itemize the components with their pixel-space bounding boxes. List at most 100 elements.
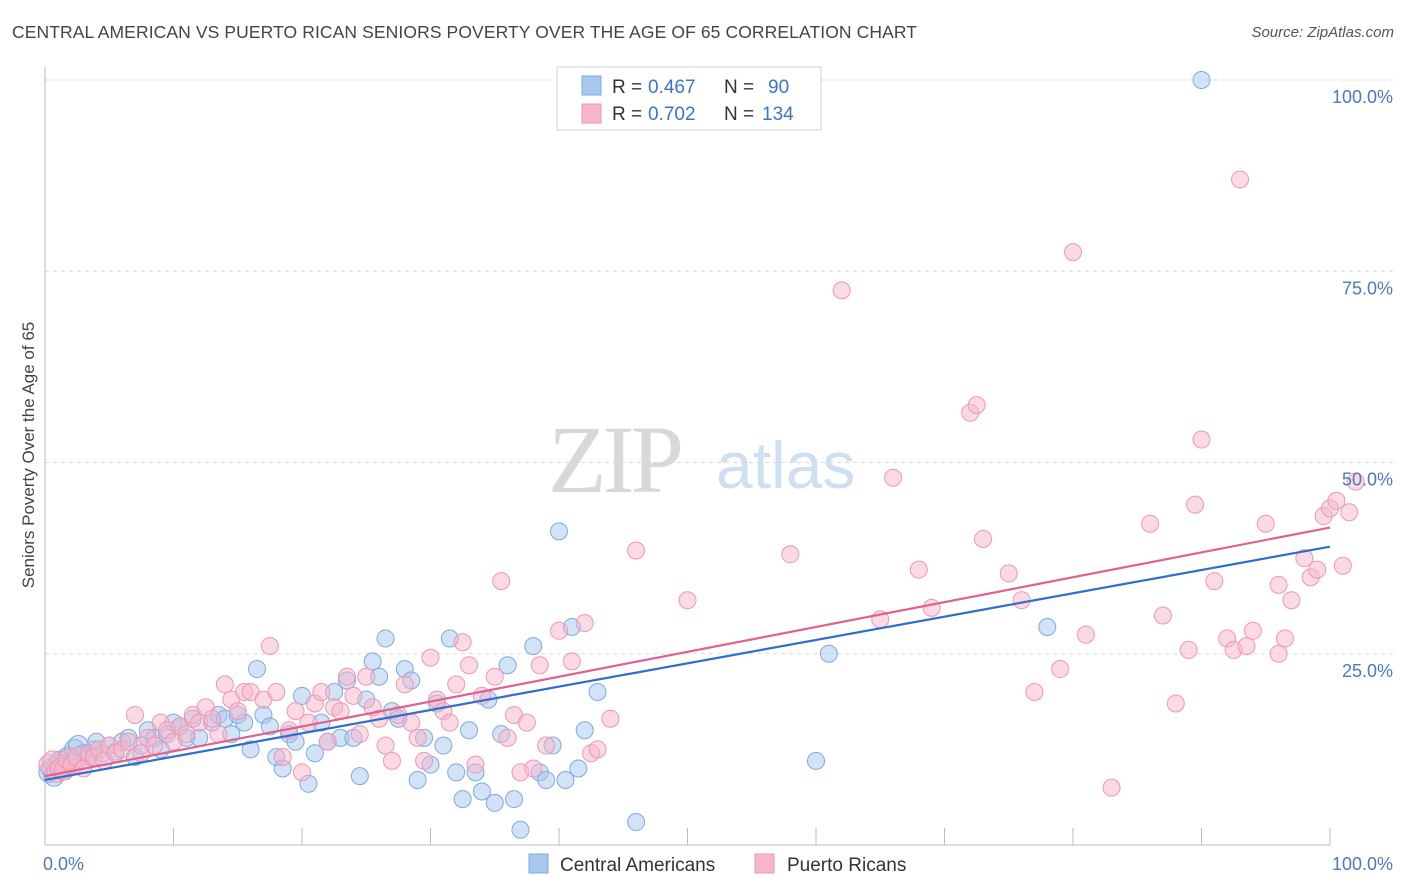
puerto-rican-point	[678, 591, 697, 610]
y-tick-label: 75.0%	[1342, 278, 1393, 298]
puerto-rican-point	[832, 281, 851, 300]
legend-n-value-blue: 90	[768, 77, 789, 98]
puerto-rican-point	[382, 751, 401, 770]
y-tick-label: 25.0%	[1342, 661, 1393, 681]
puerto-rican-point	[447, 675, 466, 694]
puerto-rican-point	[550, 621, 568, 640]
legend-r-label-blue: R =	[612, 77, 642, 98]
puerto-rican-point	[1256, 514, 1275, 533]
puerto-rican-point	[286, 702, 305, 721]
trend-line-puerto-ricans	[44, 526, 1331, 778]
legend-r-value-pink: 0.702	[648, 104, 696, 125]
puerto-rican-point	[460, 656, 479, 675]
puerto-rican-point	[1064, 243, 1082, 262]
bottom-legend-swatch-pink	[754, 853, 775, 874]
x-axis-ticks	[44, 828, 1331, 845]
central-american-point	[434, 736, 453, 755]
puerto-rican-point	[524, 759, 543, 778]
central-american-point	[505, 790, 524, 809]
central-american-point	[376, 629, 395, 648]
puerto-rican-point	[1186, 495, 1205, 514]
puerto-rican-point	[203, 709, 222, 728]
puerto-rican-point	[337, 667, 356, 686]
puerto-rican-point	[421, 648, 440, 667]
puerto-rican-point	[492, 572, 511, 591]
puerto-rican-point	[145, 736, 164, 755]
puerto-rican-point	[376, 736, 395, 755]
central-american-point	[524, 637, 543, 656]
puerto-rican-point	[312, 683, 331, 701]
legend-r-value-blue: 0.467	[648, 77, 696, 98]
y-axis-title: Seniors Poverty Over the Age of 65	[19, 322, 38, 588]
puerto-rican-point	[1102, 778, 1121, 797]
puerto-rican-point	[125, 705, 144, 724]
puerto-rican-point	[1282, 591, 1301, 610]
puerto-rican-point	[1333, 556, 1352, 575]
x-tick-label-max: 100.0%	[1332, 854, 1393, 874]
puerto-rican-point	[402, 713, 421, 732]
central-american-point	[350, 767, 369, 786]
legend-n-label-blue: N =	[724, 77, 754, 98]
puerto-rican-point	[1346, 472, 1365, 491]
puerto-rican-point	[1243, 621, 1262, 640]
source-label: Source: ZipAtlas.com	[1251, 24, 1394, 41]
puerto-rican-point	[1340, 503, 1359, 522]
puerto-rican-point	[1269, 644, 1288, 663]
puerto-rican-point	[177, 725, 196, 744]
puerto-rican-point	[209, 725, 228, 744]
puerto-rican-point	[1269, 575, 1288, 594]
puerto-rican-point	[1166, 694, 1185, 713]
puerto-rican-point	[273, 748, 292, 767]
puerto-rican-point	[601, 709, 620, 728]
puerto-rican-point	[974, 530, 993, 548]
central-american-point	[241, 740, 260, 759]
puerto-rican-point	[260, 637, 279, 656]
legend-n-label-pink: N =	[724, 104, 754, 125]
puerto-rican-point	[466, 755, 485, 774]
puerto-rican-point	[537, 736, 556, 755]
puerto-rican-point	[293, 763, 311, 782]
central-american-point	[453, 790, 472, 809]
central-american-point	[819, 644, 838, 663]
puerto-rican-point	[318, 732, 337, 751]
puerto-rican-point	[922, 598, 941, 617]
puerto-rican-point	[453, 633, 472, 652]
puerto-rican-point	[228, 702, 247, 721]
gridlines	[45, 79, 1393, 655]
puerto-rican-point	[299, 713, 318, 732]
puerto-rican-point	[440, 713, 459, 732]
watermark-atlas: atlas	[716, 428, 855, 502]
puerto-rican-point	[562, 652, 581, 671]
puerto-rican-point	[1012, 591, 1031, 610]
puerto-rican-point	[967, 396, 986, 415]
central-american-point	[1038, 617, 1057, 636]
central-american-point	[447, 763, 466, 782]
puerto-rican-point	[1308, 560, 1327, 579]
puerto-rican-point	[1237, 637, 1256, 656]
y-tick-label: 50.0%	[1342, 470, 1393, 490]
legend-box: R = 0.467 N = 90 R = 0.702 N = 134	[556, 66, 822, 131]
puerto-rican-point	[408, 728, 427, 747]
puerto-rican-point	[1141, 514, 1160, 533]
puerto-rican-point	[215, 675, 234, 694]
puerto-rican-point	[781, 545, 800, 564]
puerto-rican-point	[517, 713, 536, 732]
legend-r-label-pink: R =	[612, 104, 642, 125]
puerto-rican-point	[1153, 606, 1172, 625]
puerto-rican-point	[627, 541, 646, 560]
watermark-zip: ZIP	[548, 406, 681, 513]
central-american-point	[588, 683, 607, 701]
puerto-rican-point	[909, 560, 928, 579]
x-tick-label-min: 0.0%	[43, 854, 84, 874]
puerto-rican-point	[344, 686, 363, 705]
central-american-point	[807, 751, 825, 770]
series-puerto-ricans	[38, 170, 1365, 797]
puerto-rican-point	[1295, 549, 1314, 568]
puerto-rican-point	[267, 683, 286, 701]
puerto-rican-point	[1276, 629, 1295, 648]
puerto-rican-point	[498, 728, 517, 747]
puerto-rican-point	[1231, 170, 1250, 189]
legend-swatch-pink	[581, 103, 602, 124]
puerto-rican-point	[1179, 640, 1198, 659]
y-tick-label: 100.0%	[1332, 87, 1393, 107]
